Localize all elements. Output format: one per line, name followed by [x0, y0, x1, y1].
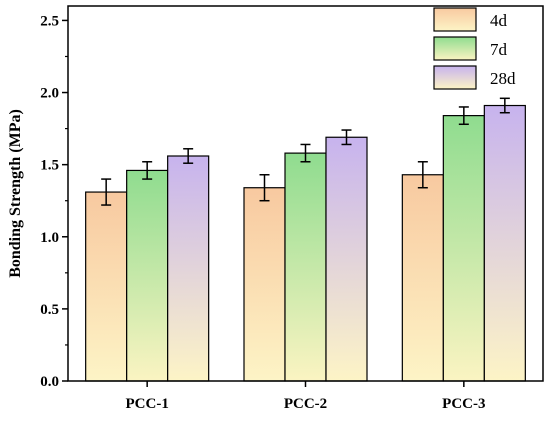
- bars-layer: [85, 104, 526, 382]
- legend-swatch: [433, 7, 477, 32]
- bar-pcc-1-7d: [126, 169, 169, 382]
- error-bar-pcc-1-7d: [142, 161, 153, 180]
- bar-pcc-2-7d: [284, 152, 327, 382]
- legend-label: 28d: [490, 69, 516, 88]
- error-bar-pcc-1-28d: [183, 148, 194, 164]
- error-bar-pcc-2-7d: [300, 143, 311, 163]
- x-axis: PCC-1 PCC-2 PCC-3: [126, 381, 485, 412]
- legend: 4d 7d 28d: [433, 7, 516, 90]
- y-axis: 0.0 0.5 1.0 1.5 2.0 2.5: [40, 13, 68, 390]
- x-tick-label: PCC-1: [126, 396, 169, 412]
- error-bar-pcc-1-4d: [101, 178, 112, 206]
- bar-pcc-3-7d: [442, 115, 485, 382]
- bar-pcc-1-4d: [85, 191, 128, 382]
- legend-swatch: [433, 36, 477, 61]
- y-axis-title: Bonding Strength (MPa): [7, 109, 24, 278]
- y-tick-label: 0.5: [40, 302, 59, 318]
- error-bar-pcc-3-28d: [499, 97, 510, 114]
- bar-pcc-2-28d: [325, 136, 368, 382]
- legend-item-7d: 7d: [433, 36, 508, 61]
- y-tick-label: 0.0: [40, 374, 59, 390]
- error-bars-layer: [101, 97, 510, 206]
- x-tick-label: PCC-3: [442, 396, 485, 412]
- error-bar-pcc-2-28d: [341, 129, 352, 146]
- error-bar-pcc-2-4d: [259, 174, 270, 202]
- legend-swatch: [433, 65, 477, 90]
- y-tick-label: 1.0: [40, 230, 59, 246]
- legend-item-28d: 28d: [433, 65, 516, 90]
- error-bar-pcc-3-4d: [417, 161, 428, 189]
- bar-pcc-3-28d: [483, 104, 526, 382]
- y-tick-label: 2.5: [40, 13, 59, 29]
- y-tick-label: 2.0: [40, 86, 59, 102]
- legend-label: 7d: [490, 40, 508, 59]
- bar-pcc-3-4d: [401, 174, 444, 382]
- error-bar-pcc-3-7d: [458, 106, 469, 126]
- bar-pcc-1-28d: [167, 155, 210, 382]
- y-tick-label: 1.5: [40, 158, 59, 174]
- legend-item-4d: 4d: [433, 7, 508, 32]
- x-tick-label: PCC-2: [284, 396, 327, 412]
- legend-label: 4d: [490, 11, 508, 30]
- bar-pcc-2-4d: [243, 187, 286, 382]
